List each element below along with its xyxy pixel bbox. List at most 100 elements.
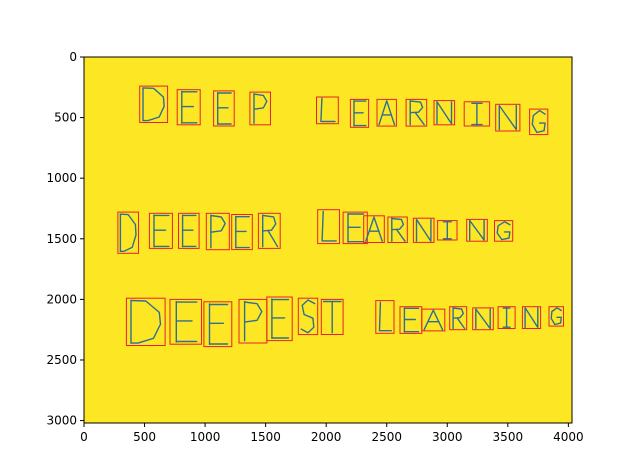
letter-bounding-box xyxy=(363,215,385,244)
letter-stroke xyxy=(267,230,279,248)
letter-n-row1-9 xyxy=(433,100,456,126)
letter-e-row2-5 xyxy=(231,214,253,251)
letter-n-row2-11 xyxy=(412,217,435,243)
letter-l-row1-5 xyxy=(316,96,339,125)
y-tick-label: 1000 xyxy=(46,171,77,185)
letter-row-3 xyxy=(125,296,564,348)
letter-row-2 xyxy=(117,209,514,254)
letter-stroke xyxy=(436,101,453,125)
letter-t-row3-7 xyxy=(320,298,344,335)
letter-e-row3-5 xyxy=(266,296,293,342)
x-tick-label: 3500 xyxy=(493,430,524,444)
y-tick-label: 2500 xyxy=(46,353,77,367)
y-tick-label: 1500 xyxy=(46,232,77,246)
letter-bounding-box xyxy=(249,91,271,126)
letter-bounding-box xyxy=(148,212,173,249)
letter-bounding-box xyxy=(176,89,201,126)
letter-bounding-box xyxy=(117,211,140,254)
letter-g-row2-14 xyxy=(494,220,514,242)
letter-bounding-box xyxy=(169,298,202,345)
letter-stroke xyxy=(531,109,546,134)
letter-i-row3-13 xyxy=(497,306,516,330)
letter-bounding-box xyxy=(437,220,458,241)
x-tick-label: 500 xyxy=(133,430,156,444)
letter-bounding-box xyxy=(316,96,339,125)
letter-r-row1-8 xyxy=(405,98,428,127)
plot-area xyxy=(83,56,573,424)
letter-stroke xyxy=(119,213,137,252)
x-axis: 0 500 1000 1500 2000 2500 3000 3500 4000 xyxy=(80,423,584,444)
letter-bounding-box xyxy=(125,297,166,347)
letter-n-row1-11 xyxy=(495,103,521,132)
letter-bounding-box xyxy=(376,98,397,127)
letter-bounding-box xyxy=(433,100,456,126)
letter-p-row2-4 xyxy=(205,212,230,251)
letter-stroke xyxy=(320,97,336,123)
letter-bounding-box xyxy=(178,212,200,249)
letter-bounding-box xyxy=(529,108,549,136)
letter-l-row3-8 xyxy=(375,300,395,334)
letter-stroke xyxy=(524,307,539,329)
letter-stroke xyxy=(496,221,511,241)
letter-g-row3-15 xyxy=(548,306,564,327)
letter-bounding-box xyxy=(349,98,370,128)
y-tick-label: 3000 xyxy=(46,414,77,428)
letter-r-row2-10 xyxy=(387,216,408,243)
letter-stroke xyxy=(378,100,396,126)
x-tick-label: 3000 xyxy=(432,430,463,444)
letter-bounding-box xyxy=(412,217,435,243)
letter-r-row2-6 xyxy=(257,212,281,249)
letter-layer xyxy=(117,85,564,348)
letter-stroke xyxy=(396,229,406,242)
letter-i-row1-10 xyxy=(463,101,491,127)
letter-stroke xyxy=(378,301,392,332)
letter-bounding-box xyxy=(205,212,230,251)
letter-stroke xyxy=(415,218,432,242)
letter-a-row1-7 xyxy=(376,98,397,127)
letter-bounding-box xyxy=(231,214,253,251)
letter-bounding-box xyxy=(297,297,319,336)
letter-n-row3-14 xyxy=(521,306,542,330)
letter-bounding-box xyxy=(421,308,446,332)
letter-stroke xyxy=(475,308,491,330)
letter-e-row2-8 xyxy=(342,211,368,245)
letter-stroke xyxy=(469,219,485,241)
letter-stroke xyxy=(321,210,337,242)
letter-stroke xyxy=(130,299,162,344)
letter-n-row2-13 xyxy=(466,218,488,242)
letter-l-row2-7 xyxy=(317,209,341,245)
letter-bounding-box xyxy=(472,307,494,331)
letter-i-row2-12 xyxy=(437,220,458,241)
letter-stroke xyxy=(423,309,444,331)
letter-a-row3-10 xyxy=(421,308,446,332)
letter-bounding-box xyxy=(387,216,408,243)
letter-e-row1-6 xyxy=(349,98,370,128)
letter-stroke xyxy=(253,93,268,110)
letter-bounding-box xyxy=(548,306,564,327)
letter-bounding-box xyxy=(497,306,516,330)
letter-row-1 xyxy=(139,85,549,136)
letter-bounding-box xyxy=(213,90,235,127)
letter-stroke xyxy=(550,307,562,326)
letter-e-row1-2 xyxy=(176,89,201,126)
y-tick-label: 500 xyxy=(54,111,77,125)
letter-bounding-box xyxy=(495,103,521,132)
letter-stroke xyxy=(456,317,466,330)
letter-bounding-box xyxy=(466,218,488,242)
x-tick-label: 1000 xyxy=(190,430,221,444)
letter-p-row1-4 xyxy=(249,91,271,126)
letter-stroke xyxy=(210,214,226,233)
letter-stroke xyxy=(414,112,425,126)
letter-e-row3-3 xyxy=(203,301,233,348)
letter-bounding-box xyxy=(463,101,491,127)
letter-e-row2-3 xyxy=(178,212,200,249)
letter-bounding-box xyxy=(405,98,428,127)
letter-e-row1-3 xyxy=(213,90,235,127)
letter-e-row3-9 xyxy=(399,306,423,334)
axes-frame xyxy=(83,56,573,424)
letter-bounding-box xyxy=(317,209,341,245)
letter-d-row1-1 xyxy=(139,85,169,123)
letter-bounding-box xyxy=(257,212,281,249)
x-tick-label: 0 xyxy=(80,430,88,444)
